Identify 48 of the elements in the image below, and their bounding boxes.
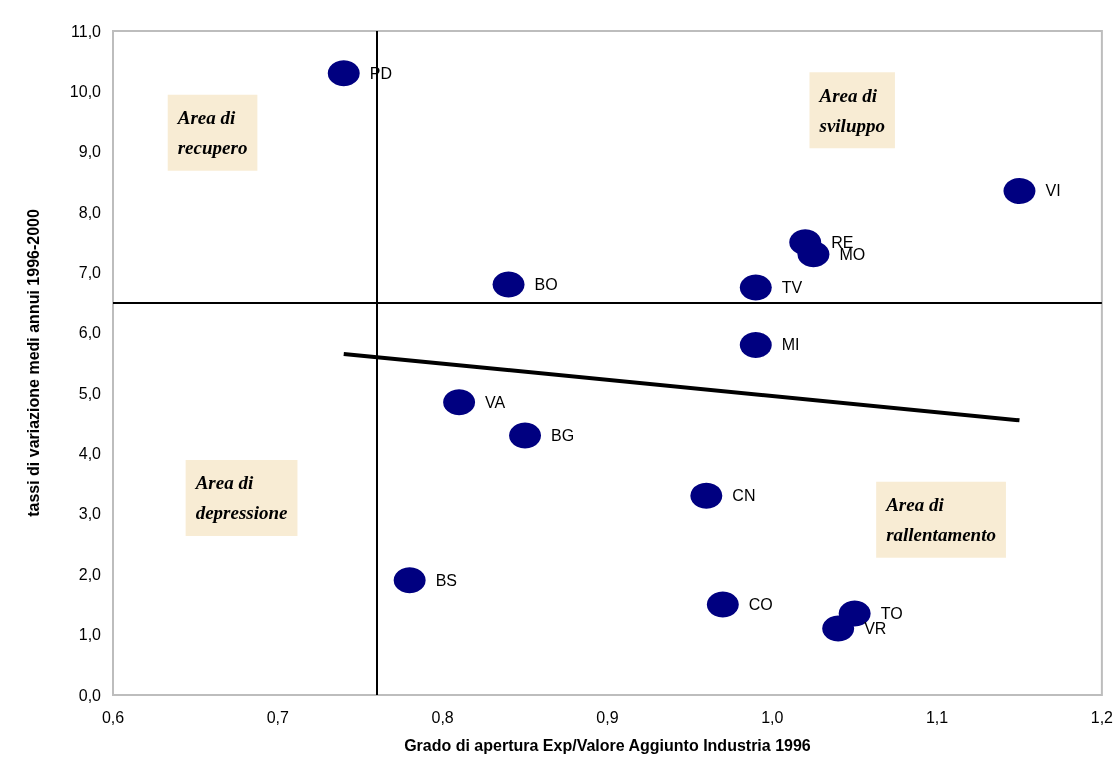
y-tick-label: 10,0 (69, 82, 102, 100)
point (492, 271, 525, 298)
y-tick-label: 6,0 (78, 324, 102, 342)
y-tick-label: 11,0 (71, 22, 102, 40)
series-label: VR (864, 620, 887, 638)
x-tick-label: 0,9 (596, 708, 619, 726)
x-tick-label: 0,7 (266, 708, 290, 726)
point (443, 389, 476, 416)
point (327, 60, 360, 87)
point (690, 482, 723, 509)
series-label: BO (534, 276, 558, 294)
y-tick-label: 4,0 (78, 445, 102, 463)
y-tick-label: 3,0 (78, 505, 102, 523)
series-label: TO (880, 605, 903, 623)
series-label: VA (485, 393, 506, 411)
annotation: Area di recupero (176, 107, 248, 159)
x-tick-label: 1,0 (761, 708, 784, 726)
annotation: Area di depressione (194, 472, 289, 524)
series-label: CN (732, 487, 756, 505)
x-tick-label: 0,6 (101, 708, 125, 726)
point (739, 274, 772, 301)
x-tick-label: 0,8 (431, 708, 454, 726)
y-tick-label: 9,0 (78, 143, 102, 161)
point (509, 422, 542, 449)
series-label: BG (551, 426, 575, 444)
series-label: BS (435, 571, 458, 589)
annotation: Area di sviluppo (818, 84, 885, 136)
point (797, 241, 830, 268)
y-tick-label: 1,0 (78, 626, 102, 644)
point (1003, 177, 1036, 204)
annotation: Area di rallentamento (885, 494, 996, 546)
x-axis-title: Grado di apertura Exp/Valore Aggiunto Industria 1996 (404, 736, 811, 754)
y-tick-label: 0,0 (78, 686, 102, 704)
point (822, 615, 855, 642)
point (706, 591, 739, 618)
series-label: MI (781, 336, 800, 354)
series-label: CO (748, 595, 773, 613)
y-tick-label: 8,0 (78, 203, 102, 221)
point (739, 331, 772, 358)
y-tick-label: 7,0 (78, 263, 102, 281)
series-label: TV (781, 279, 803, 297)
x-tick-label: 1,1 (925, 708, 949, 726)
y-tick-label: 5,0 (78, 384, 102, 402)
x-tick-label: 1,2 (1090, 708, 1114, 726)
y-tick-label: 2,0 (78, 565, 102, 583)
y-axis-title: tassi di variazione medi annui 1996-2000 (24, 209, 42, 517)
point (393, 567, 426, 594)
series-label: VI (1045, 182, 1061, 200)
